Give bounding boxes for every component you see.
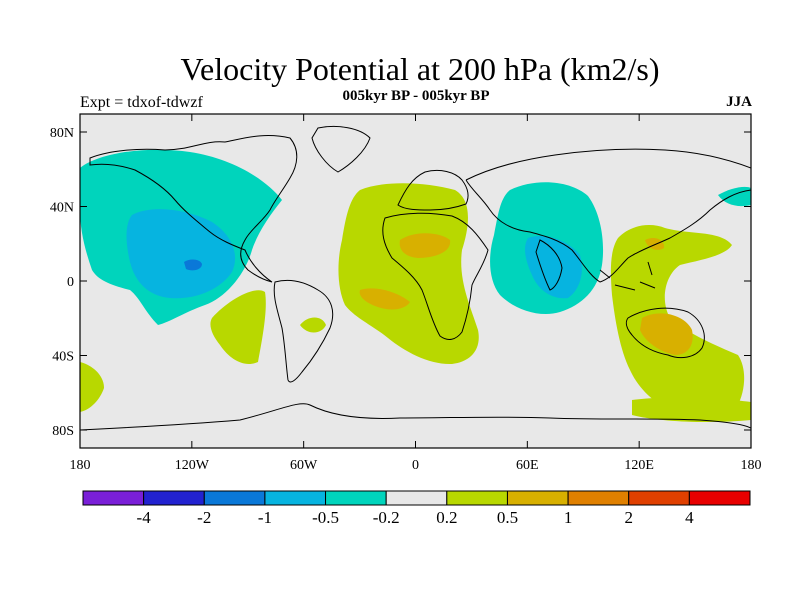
experiment-label: Expt = tdxof-tdwzf — [80, 94, 203, 111]
coast-africa — [382, 212, 489, 340]
season-label: JJA — [726, 94, 752, 110]
x-tick-label: 180 — [741, 458, 762, 473]
y-tick-label: 40N — [50, 201, 74, 216]
contour-negative-pacific-core — [126, 209, 236, 299]
colorbar-label: -0.5 — [312, 508, 339, 527]
contour-positive-africa-core — [399, 233, 451, 258]
colorbar-label: -2 — [197, 508, 211, 527]
contour-positive-australia-core — [640, 313, 693, 355]
colorbar-label: 2 — [624, 508, 633, 527]
colorbar-swatch — [143, 490, 205, 506]
coastlines — [80, 125, 751, 431]
colorbar-swatch — [567, 490, 630, 506]
colorbar-label: 1 — [564, 508, 573, 527]
x-tick-label: 120W — [175, 458, 210, 473]
colorbar-label: 0.5 — [497, 508, 518, 527]
x-tick-label: 60W — [290, 458, 318, 473]
coast-south-america — [273, 279, 334, 383]
coast-india — [535, 239, 563, 291]
colorbar-label: 0.2 — [436, 508, 457, 527]
x-tick-label: 0 — [412, 458, 419, 473]
colorbar-swatch — [264, 490, 327, 506]
coast-antarctica — [80, 403, 751, 431]
coast-north-america — [89, 134, 298, 283]
colorbar-swatch — [325, 490, 387, 506]
contour-positive-south-pacific — [210, 290, 266, 365]
coast-australia — [625, 307, 705, 359]
x-tick-label: 180 — [70, 458, 91, 473]
y-tick-label: 0 — [67, 275, 74, 290]
contour-positive-far-west — [80, 362, 104, 412]
coast-greenland — [311, 125, 371, 173]
contour-positive-maritime-continent — [610, 225, 745, 418]
chart-title: Velocity Potential at 200 hPa (km2/s) — [180, 51, 660, 87]
chart-subtitle: 005kyr BP - 005kyr BP — [342, 88, 490, 104]
contour-negative-asia-core — [525, 235, 582, 299]
colorbar-label: -0.2 — [373, 508, 400, 527]
colorbar-swatch — [688, 490, 751, 506]
x-tick-label: 60E — [516, 458, 539, 473]
colorbar: -4 -2 -1 -0.5 -0.2 0.2 0.5 1 2 4 — [82, 490, 751, 527]
contour-positive-atlantic-core — [359, 288, 410, 310]
colorbar-swatch — [628, 490, 690, 506]
coast-europe — [397, 169, 469, 211]
contour-positive-southern-ocean — [632, 397, 751, 423]
colorbar-swatch — [82, 490, 145, 506]
x-tick-label: 120E — [624, 458, 654, 473]
axis-ticks: 180 120W 60W 0 60E 120E 180 80N 40N 0 40S 80S — [50, 114, 762, 473]
colorbar-label: -4 — [137, 508, 152, 527]
colorbar-swatch — [506, 490, 569, 506]
colorbar-swatch — [446, 490, 508, 506]
coast-asia — [465, 148, 751, 283]
y-tick-label: 40S — [52, 350, 74, 365]
contour-positive-atlantic-africa — [338, 183, 479, 365]
colorbar-swatch — [385, 490, 448, 506]
contour-negative-pacific-min — [184, 259, 202, 271]
y-tick-label: 80N — [50, 126, 74, 141]
y-tick-label: 80S — [52, 424, 74, 439]
contour-fields — [80, 149, 751, 423]
contour-positive-south-america — [300, 317, 326, 333]
colorbar-label: -1 — [258, 508, 272, 527]
colorbar-label: 4 — [685, 508, 694, 527]
colorbar-swatch — [203, 490, 266, 506]
coast-maritime-islands — [599, 261, 656, 291]
